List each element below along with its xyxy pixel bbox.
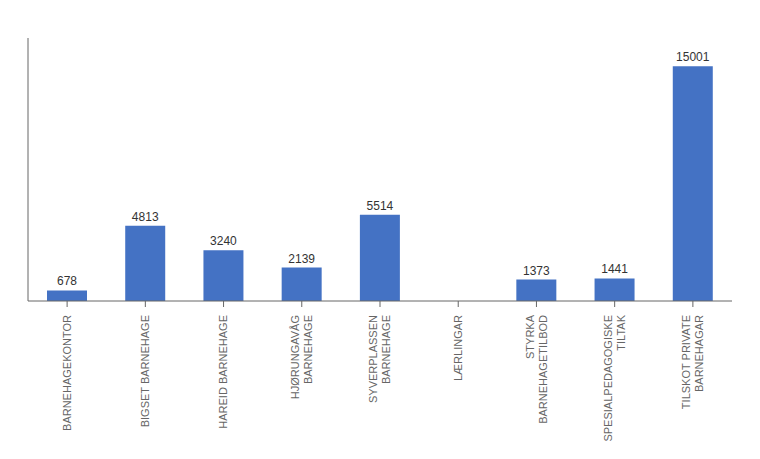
svg-text:LÆRLINGAR: LÆRLINGAR (452, 315, 464, 381)
svg-text:TILTAK: TILTAK (615, 314, 627, 350)
svg-text:4813: 4813 (132, 210, 159, 224)
svg-text:2139: 2139 (288, 252, 315, 266)
svg-text:TILSKOT PRIVATE: TILSKOT PRIVATE (680, 315, 692, 409)
svg-text:15001: 15001 (676, 50, 710, 64)
svg-text:1441: 1441 (601, 262, 628, 276)
svg-text:678: 678 (57, 274, 77, 288)
svg-text:1373: 1373 (523, 264, 550, 278)
svg-text:BARNEHAGAR: BARNEHAGAR (693, 315, 705, 392)
svg-text:SYVERPLASSEN: SYVERPLASSEN (367, 315, 379, 403)
svg-text:3240: 3240 (210, 234, 237, 248)
svg-text:5514: 5514 (367, 199, 394, 213)
svg-text:HJØRUNGAVÅG: HJØRUNGAVÅG (289, 315, 301, 399)
svg-text:BARNEHAGE: BARNEHAGE (302, 315, 314, 384)
svg-text:BARNEHAGE: BARNEHAGE (380, 315, 392, 384)
svg-text:HAREID BARNEHAGE: HAREID BARNEHAGE (217, 315, 229, 429)
svg-text:STYRKA: STYRKA (524, 314, 536, 359)
svg-text:BIGSET BARNEHAGE: BIGSET BARNEHAGE (139, 315, 151, 427)
svg-text:BARNEHAGETILBOD: BARNEHAGETILBOD (537, 315, 549, 424)
svg-text:SPESIALPEDAGOGISKE: SPESIALPEDAGOGISKE (602, 315, 614, 442)
svg-text:BARNEHAGEKONTOR: BARNEHAGEKONTOR (61, 315, 73, 431)
